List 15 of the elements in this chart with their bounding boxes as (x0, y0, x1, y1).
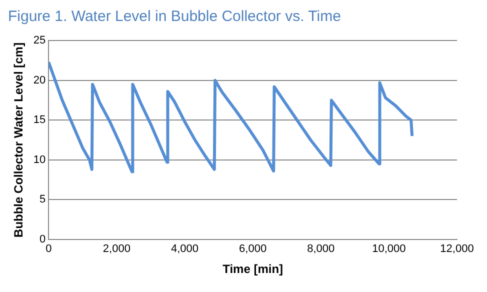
y-tick-label: 15 (33, 114, 46, 126)
x-tick-label: 12,000 (440, 243, 474, 256)
x-tick-label: 6,000 (239, 243, 267, 256)
y-tick-label: 20 (33, 74, 46, 86)
x-tick-label: 10,000 (372, 243, 406, 256)
y-tick-label: 5 (40, 194, 46, 206)
x-tick-label: 2,000 (102, 243, 130, 256)
y-tick-label: 25 (33, 34, 46, 47)
y-tick-label: 10 (33, 154, 46, 166)
chart-title: Figure 1. Water Level in Bubble Collector vs. Time (8, 8, 342, 25)
y-tick-label: 0 (40, 233, 46, 246)
x-tick-label: 4,000 (170, 243, 199, 256)
x-axis-title: Time [min] (222, 262, 284, 276)
y-axis-title: Bubble Collector Water Level [cm] (12, 42, 26, 238)
x-tick-label: 8,000 (307, 243, 335, 256)
